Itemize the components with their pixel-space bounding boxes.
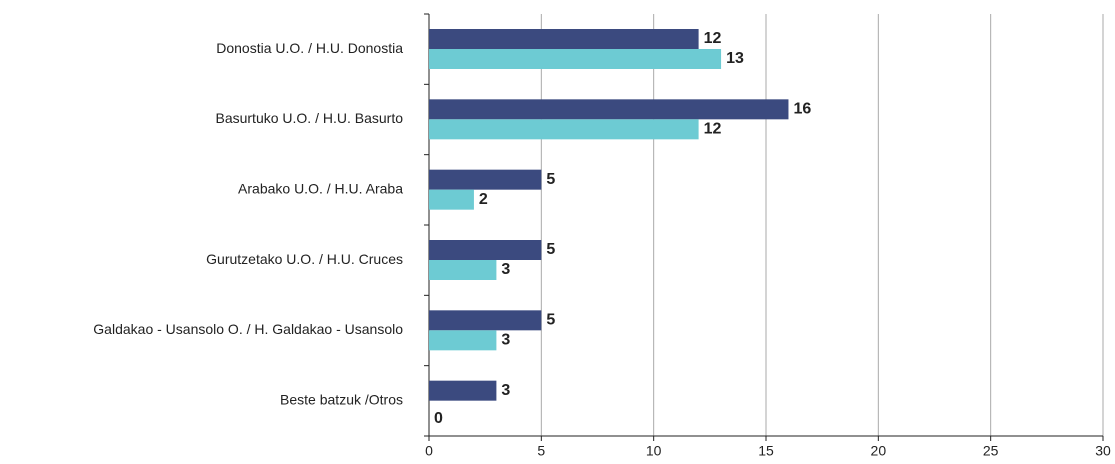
bar: [429, 240, 542, 260]
value-label: 12: [704, 121, 722, 138]
bar: [429, 330, 497, 351]
value-label: 3: [501, 332, 510, 349]
value-label: 3: [501, 261, 510, 278]
bar: [429, 169, 542, 190]
value-label: 12: [704, 30, 722, 47]
y-tick-label: Basurtuko U.O. / H.U. Basurto: [215, 110, 403, 126]
y-tick-label: Arabako U.O. / H.U. Araba: [238, 181, 403, 197]
x-tick-label: 25: [983, 443, 999, 459]
bar: [429, 99, 789, 120]
x-tick-label: 5: [537, 443, 545, 459]
x-tick-label: 20: [871, 443, 887, 459]
bar: [429, 119, 699, 140]
x-tick-label: 10: [646, 443, 662, 459]
value-label: 5: [546, 171, 555, 188]
y-tick-label: Gurutzetako U.O. / H.U. Cruces: [206, 251, 403, 267]
y-tick-label: Donostia U.O. / H.U. Donostia: [216, 40, 403, 56]
bar: [429, 189, 474, 210]
value-label: 5: [546, 241, 555, 258]
x-tick-label: 0: [425, 443, 433, 459]
value-label: 2: [479, 191, 488, 208]
y-tick-label: Galdakao - Usansolo O. / H. Galdakao - U…: [93, 321, 403, 337]
value-label: 13: [726, 50, 744, 67]
x-tick-label: 15: [758, 443, 774, 459]
value-label: 5: [546, 312, 555, 329]
bar: [429, 29, 699, 49]
value-label: 3: [501, 382, 510, 399]
x-tick-label: 30: [1095, 443, 1111, 459]
bar: [429, 49, 722, 69]
value-label: 16: [793, 101, 811, 118]
y-tick-label: Beste batzuk /Otros: [280, 392, 403, 408]
value-label: 0: [434, 410, 443, 427]
bar: [429, 380, 497, 401]
bar: [429, 310, 542, 331]
bar: [429, 260, 497, 280]
